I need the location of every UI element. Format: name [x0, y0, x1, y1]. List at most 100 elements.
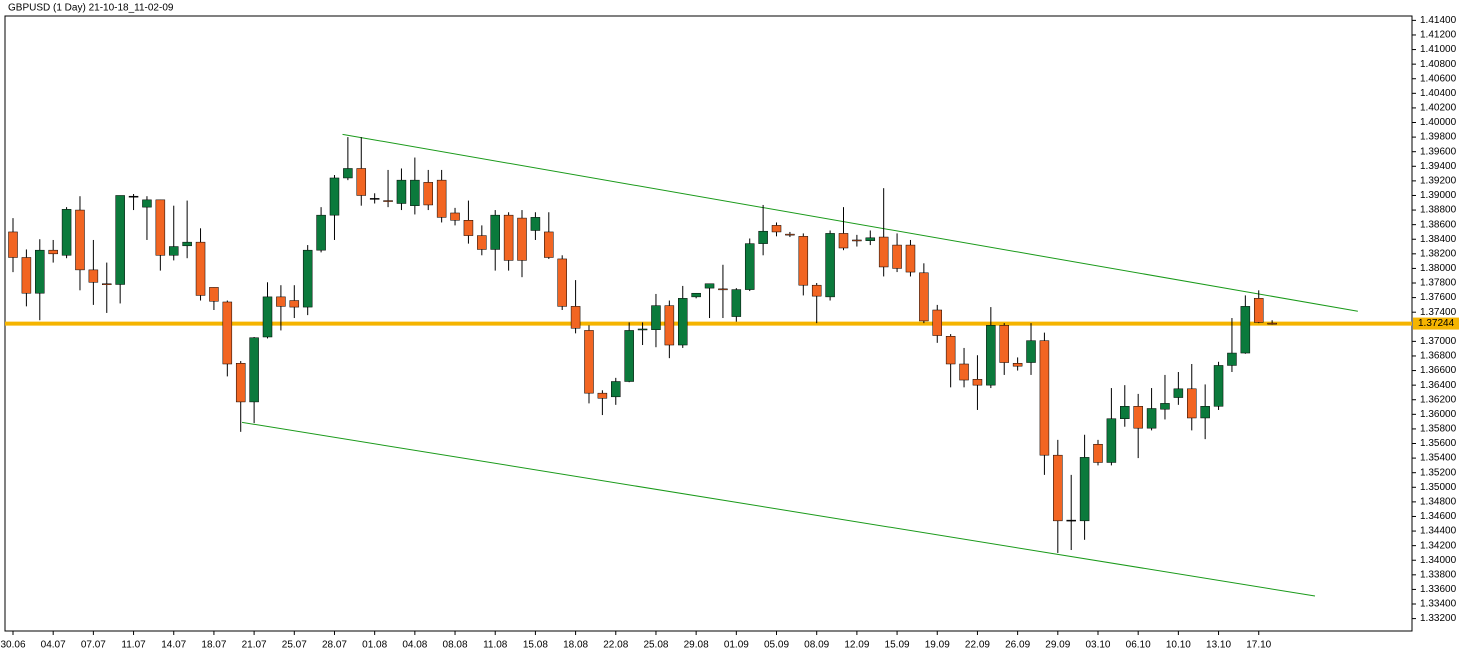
candle-body: [664, 305, 675, 346]
y-tick-label: 1.37400: [1420, 307, 1457, 318]
candle-body: [718, 288, 728, 291]
candle-body: [624, 330, 634, 382]
y-tick-label: 1.38200: [1420, 248, 1457, 259]
candle-body: [35, 249, 45, 294]
candle-body: [410, 179, 420, 206]
candle-body: [865, 237, 876, 241]
candle-body: [932, 309, 943, 336]
x-tick-label: 05.09: [764, 640, 789, 651]
candle-body: [48, 249, 58, 255]
x-tick-label: 22.08: [603, 640, 628, 651]
x-tick-label: 28.07: [322, 640, 347, 651]
candle-body: [21, 257, 32, 294]
y-tick-label: 1.36800: [1420, 351, 1457, 362]
candle-body: [102, 283, 112, 285]
candle-body: [959, 363, 969, 381]
candle-body: [477, 235, 487, 250]
candle-body: [1012, 363, 1023, 367]
candle-body: [678, 298, 688, 346]
candle-body: [289, 300, 300, 308]
last-price-label: 1.37244: [1418, 318, 1455, 329]
candle-body: [396, 179, 407, 204]
y-tick-label: 1.40400: [1420, 88, 1457, 99]
y-tick-label: 1.38400: [1420, 234, 1457, 245]
x-tick-label: 12.09: [844, 640, 869, 651]
candle-body: [570, 306, 581, 329]
y-tick-label: 1.37600: [1420, 292, 1457, 303]
candle-body: [503, 214, 514, 261]
y-tick-label: 1.37000: [1420, 336, 1457, 347]
y-tick-label: 1.33800: [1420, 569, 1457, 580]
trendline: [241, 421, 1316, 597]
candle-body: [1026, 340, 1036, 363]
x-tick-label: 08.09: [804, 640, 829, 651]
candle-body: [168, 246, 179, 256]
candle-body: [1106, 418, 1117, 463]
x-tick-label: 17.10: [1246, 640, 1271, 651]
candle-body: [517, 217, 527, 261]
candle-body: [276, 296, 286, 307]
x-tick-label: 19.09: [925, 640, 950, 651]
x-tick-label: 15.08: [523, 640, 548, 651]
y-tick-label: 1.35200: [1420, 467, 1457, 478]
y-tick-label: 1.33600: [1420, 584, 1457, 595]
last-price-box: [1413, 317, 1459, 330]
candle-body: [142, 199, 152, 208]
candle-body: [584, 330, 594, 394]
candle-body: [919, 272, 929, 322]
candle-body: [343, 168, 353, 179]
x-tick-label: 03.10: [1085, 640, 1110, 651]
candle-body: [423, 182, 433, 206]
candle-body: [905, 244, 916, 273]
candle-body: [852, 239, 862, 242]
x-tick-label: 14.07: [161, 640, 186, 651]
candle-body: [1227, 352, 1237, 366]
candle-body: [1120, 406, 1130, 419]
y-tick-label: 1.34200: [1420, 540, 1457, 551]
candle-body: [1240, 306, 1251, 354]
candle-body: [209, 287, 219, 302]
candle-body: [8, 231, 18, 258]
y-tick-label: 1.35800: [1420, 424, 1457, 435]
x-tick-label: 01.08: [362, 640, 387, 651]
candle-body: [530, 217, 541, 231]
candle-body: [972, 379, 983, 386]
candle-body: [838, 233, 849, 249]
x-tick-label: 13.10: [1206, 640, 1231, 651]
y-tick-label: 1.38000: [1420, 263, 1457, 274]
candle-body: [490, 214, 500, 250]
candle-body: [128, 195, 139, 198]
y-tick-label: 1.36400: [1420, 380, 1457, 391]
x-tick-label: 25.07: [282, 640, 307, 651]
x-tick-label: 29.09: [1045, 640, 1070, 651]
candle-body: [1160, 403, 1170, 410]
x-tick-label: 11.07: [121, 640, 146, 651]
candle-body: [369, 198, 380, 200]
candle-body: [785, 233, 795, 236]
y-tick-label: 1.39800: [1420, 132, 1457, 143]
candle-body: [945, 336, 956, 365]
candle-body: [758, 230, 768, 244]
candle-body: [1173, 388, 1184, 398]
candle-body: [1053, 454, 1063, 522]
x-tick-label: 04.08: [402, 640, 427, 651]
y-tick-label: 1.33200: [1420, 613, 1457, 624]
candle-body: [704, 283, 715, 289]
candle-body: [222, 301, 233, 365]
y-tick-label: 1.39400: [1420, 161, 1457, 172]
y-tick-label: 1.35000: [1420, 482, 1457, 493]
candle-body: [1039, 340, 1050, 456]
candle-body: [61, 209, 72, 256]
candle-body: [1133, 406, 1143, 429]
x-tick-label: 15.09: [885, 640, 910, 651]
candle-body: [115, 195, 125, 285]
candle-body: [771, 225, 782, 233]
x-tick-label: 29.08: [684, 640, 709, 651]
candle-body: [1213, 365, 1224, 407]
x-tick-label: 30.06: [0, 640, 25, 651]
candle-body: [182, 241, 192, 247]
candle-body: [1066, 519, 1076, 522]
y-tick-label: 1.41400: [1420, 15, 1457, 26]
